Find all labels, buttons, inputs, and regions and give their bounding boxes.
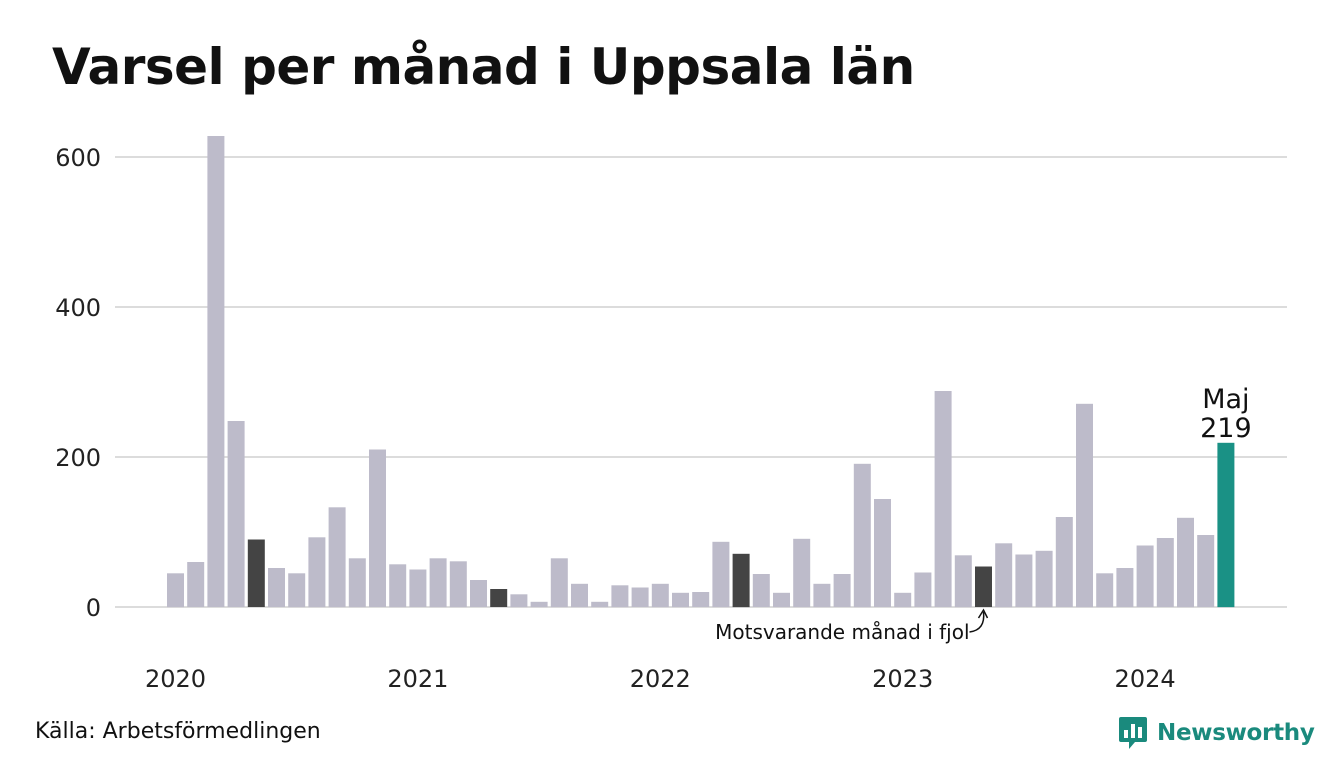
x-axis-year-labels: 2020 2021 2022 2023 2024	[145, 665, 1176, 693]
bar	[631, 587, 649, 607]
bar	[1197, 535, 1215, 607]
bar	[530, 601, 548, 608]
bar	[288, 573, 306, 608]
bar	[833, 574, 851, 607]
bar	[1136, 545, 1154, 607]
bar	[934, 391, 952, 607]
bar	[308, 537, 326, 608]
bar	[1015, 554, 1033, 607]
bar	[1217, 442, 1235, 608]
bar	[975, 566, 992, 607]
bar	[773, 592, 790, 608]
bar	[449, 561, 467, 608]
bar	[247, 539, 265, 607]
x-year-label: 2021	[387, 665, 448, 693]
bar	[369, 449, 386, 607]
bar	[954, 555, 972, 608]
bar	[1076, 403, 1093, 608]
bar	[389, 564, 407, 608]
bar	[914, 572, 932, 607]
bar	[813, 583, 831, 608]
bar	[1096, 573, 1114, 608]
bar	[550, 558, 568, 608]
bar	[611, 585, 629, 608]
bar	[510, 594, 528, 608]
newsworthy-wordmark: Newsworthy	[1157, 720, 1315, 746]
bar	[651, 583, 669, 608]
bar	[429, 558, 447, 608]
bar	[853, 463, 871, 608]
y-tick-label: 600	[55, 144, 101, 172]
bar	[490, 589, 508, 607]
newsworthy-logo-icon	[1119, 717, 1147, 749]
x-year-label: 2022	[630, 665, 691, 693]
bar	[470, 580, 487, 607]
bars	[167, 136, 1235, 608]
annotation-arrowhead	[977, 608, 989, 619]
bar	[995, 543, 1013, 608]
y-axis-ticks: 0 200 400 600	[55, 144, 101, 622]
bar	[227, 421, 245, 607]
bar	[571, 583, 588, 608]
bar	[1035, 550, 1053, 608]
bar	[328, 507, 346, 608]
x-year-label: 2023	[872, 665, 933, 693]
bar	[207, 136, 225, 607]
bar	[1156, 538, 1174, 607]
bar	[712, 541, 730, 608]
bar	[1055, 517, 1073, 607]
y-tick-label: 200	[55, 444, 101, 472]
annotation-arrow	[969, 611, 985, 633]
gridlines	[115, 156, 1287, 608]
bar	[874, 499, 891, 607]
y-tick-label: 400	[55, 294, 101, 322]
bar	[409, 569, 427, 607]
x-year-label: 2024	[1115, 665, 1176, 693]
current-month-label: Maj	[1202, 384, 1249, 415]
source-note: Källa: Arbetsförmedlingen	[35, 719, 321, 744]
bar	[591, 601, 609, 608]
bar	[1177, 517, 1194, 608]
bar	[1116, 568, 1134, 607]
current-value-label: 219	[1200, 413, 1252, 444]
bar	[752, 574, 770, 607]
bar	[732, 553, 750, 608]
x-year-label: 2020	[145, 665, 206, 693]
last-year-annotation-label: Motsvarande månad i fjol	[715, 620, 969, 644]
bar	[187, 562, 205, 607]
bar	[692, 592, 710, 607]
bar	[672, 592, 689, 608]
page-title: Varsel per månad i Uppsala län	[52, 38, 915, 96]
bar	[894, 592, 912, 608]
bar	[167, 573, 184, 608]
bar	[793, 538, 811, 608]
y-tick-label: 0	[86, 594, 101, 622]
newsworthy-logo[interactable]: Newsworthy	[1118, 714, 1315, 752]
bar	[348, 558, 366, 608]
bar	[268, 568, 285, 607]
